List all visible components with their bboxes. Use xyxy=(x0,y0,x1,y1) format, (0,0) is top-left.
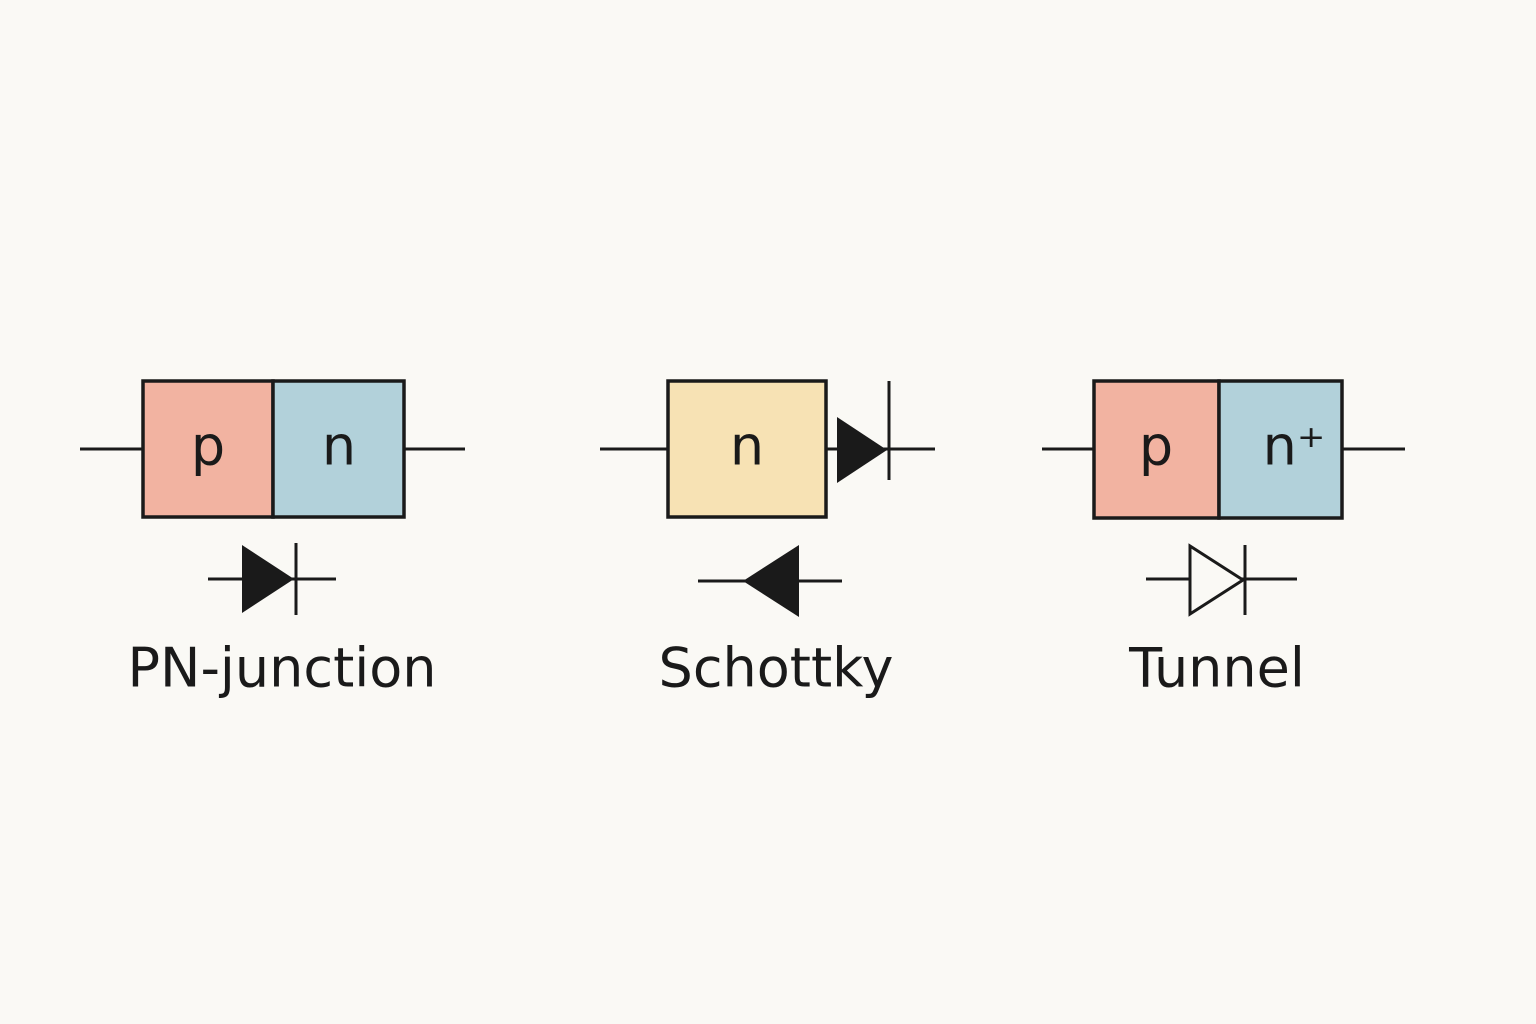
tunnel-n-plus-region xyxy=(1217,379,1344,520)
pn-n-label: n xyxy=(322,415,356,478)
diode-filled-reverse-icon xyxy=(698,545,842,617)
diode-outline-icon xyxy=(1146,543,1297,617)
schottky-n-label: n xyxy=(730,415,764,478)
tunnel-p-label: p xyxy=(1139,415,1173,478)
tunnel-caption: Tunnel xyxy=(1128,637,1305,700)
pn-junction-diode: p n PN-junction xyxy=(80,379,465,700)
pn-p-region xyxy=(141,379,275,519)
pn-n-region xyxy=(271,379,406,519)
diode-filled-icon xyxy=(208,543,336,615)
tunnel-diode: p n⁺ Tunnel xyxy=(1042,379,1405,700)
pn-junction-caption: PN-junction xyxy=(127,637,436,700)
pn-p-label: p xyxy=(191,415,225,478)
schottky-diode: n Schottky xyxy=(600,379,935,700)
schottky-caption: Schottky xyxy=(659,637,894,700)
tunnel-n-plus-label: n⁺ xyxy=(1263,415,1326,478)
diode-filled-icon xyxy=(826,381,935,483)
